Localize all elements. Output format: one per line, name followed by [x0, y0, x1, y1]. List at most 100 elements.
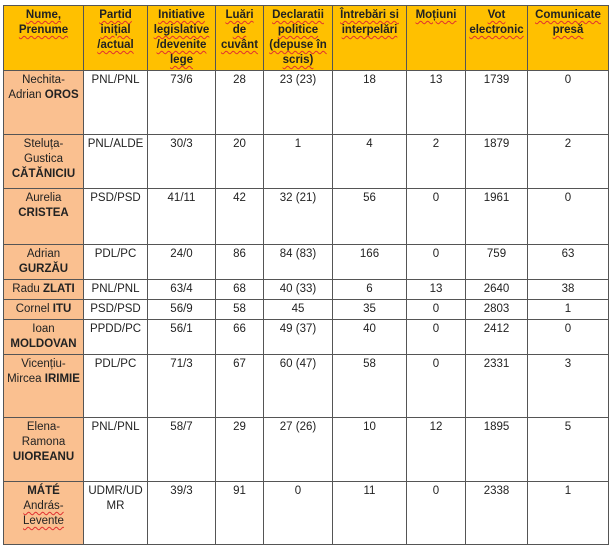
cell-votes: 2338: [465, 481, 528, 545]
cell-press: 0: [527, 319, 609, 355]
column-header-party: Partid inițial /actual: [83, 5, 148, 71]
cell-declarations: 84 (83): [263, 244, 333, 280]
last-name: ZLATI: [42, 283, 75, 295]
member-name: Vicențiu-Mircea IRIMIE: [3, 354, 84, 418]
cell-motions: 0: [406, 319, 466, 355]
cell-declarations: 40 (33): [263, 279, 333, 300]
cell-party: PNL/ALDE: [83, 134, 148, 189]
cell-motions: 0: [406, 481, 466, 545]
cell-party: PSD/PSD: [83, 188, 148, 245]
cell-questions: 10: [332, 417, 407, 482]
cell-party: PDL/PC: [83, 244, 148, 280]
cell-motions: 0: [406, 244, 466, 280]
cell-initiatives: 71/3: [147, 354, 216, 418]
cell-initiatives: 41/11: [147, 188, 216, 245]
column-header-declarations: Declaratii politice (depuse în scris): [263, 5, 333, 71]
member-name: Nechita-Adrian OROS: [3, 70, 84, 135]
cell-press: 1: [527, 481, 609, 545]
cell-press: 0: [527, 70, 609, 135]
cell-declarations: 45: [263, 299, 333, 320]
cell-speeches: 67: [215, 354, 264, 418]
first-name: Nechita-Adrian: [8, 74, 65, 101]
member-name: Ioan MOLDOVAN: [3, 319, 84, 355]
cell-party: PNL/PNL: [83, 279, 148, 300]
first-name: Cornel: [15, 303, 50, 315]
first-name: Radu: [12, 283, 40, 295]
cell-speeches: 28: [215, 70, 264, 135]
cell-press: 0: [527, 188, 609, 245]
cell-declarations: 60 (47): [263, 354, 333, 418]
first-name: András-Levente: [23, 500, 64, 527]
cell-questions: 18: [332, 70, 407, 135]
cell-votes: 759: [465, 244, 528, 280]
member-name: Steluța-Gustica CĂTĂNICIU: [3, 134, 84, 189]
cell-initiatives: 58/7: [147, 417, 216, 482]
cell-press: 63: [527, 244, 609, 280]
cell-party: PNL/PNL: [83, 70, 148, 135]
last-name: IRIMIE: [44, 373, 80, 385]
cell-motions: 13: [406, 279, 466, 300]
cell-votes: 2412: [465, 319, 528, 355]
cell-questions: 11: [332, 481, 407, 545]
cell-declarations: 1: [263, 134, 333, 189]
cell-motions: 12: [406, 417, 466, 482]
first-name: Aurelia: [25, 192, 62, 204]
member-name: Aurelia CRISTEA: [3, 188, 84, 245]
last-name: UIOREANU: [12, 451, 75, 463]
cell-votes: 2331: [465, 354, 528, 418]
member-name: Adrian GURZĂU: [3, 244, 84, 280]
first-name: Elena-Ramona: [21, 421, 66, 448]
table-row: Nechita-Adrian OROS PNL/PNL 73/6 28 23 (23) 1…: [3, 70, 609, 135]
cell-speeches: 20: [215, 134, 264, 189]
cell-motions: 0: [406, 299, 466, 320]
last-name: ITU: [52, 303, 72, 315]
cell-press: 2: [527, 134, 609, 189]
cell-questions: 40: [332, 319, 407, 355]
table-row: Radu ZLATI PNL/PNL 63/4 68 40 (33) 6 13 2640 38: [3, 279, 609, 300]
table-row: MÁTÉ András-Levente UDMR/UDMR 39/3 91 0 11 0 233…: [3, 481, 609, 545]
cell-questions: 58: [332, 354, 407, 418]
table-row: Adrian GURZĂU PDL/PC 24/0 86 84 (83) 166 0 759 6…: [3, 244, 609, 280]
cell-party: PDL/PC: [83, 354, 148, 418]
last-name: MÁTÉ: [27, 485, 60, 497]
cell-questions: 6: [332, 279, 407, 300]
cell-votes: 2803: [465, 299, 528, 320]
last-name: CRISTEA: [18, 207, 69, 219]
cell-questions: 56: [332, 188, 407, 245]
table-row: Vicențiu-Mircea IRIMIE PDL/PC 71/3 67 60 (47…: [3, 354, 609, 418]
cell-press: 3: [527, 354, 609, 418]
column-header-speeches: Luări de cuvânt: [215, 5, 264, 71]
cell-speeches: 86: [215, 244, 264, 280]
cell-speeches: 29: [215, 417, 264, 482]
cell-votes: 1895: [465, 417, 528, 482]
cell-questions: 166: [332, 244, 407, 280]
cell-initiatives: 30/3: [147, 134, 216, 189]
cell-declarations: 0: [263, 481, 333, 545]
column-header-initiatives: Initiative legislative /devenite lege: [147, 5, 216, 71]
first-name: Steluța-Gustica: [23, 138, 64, 165]
cell-initiatives: 56/1: [147, 319, 216, 355]
cell-speeches: 58: [215, 299, 264, 320]
cell-motions: 0: [406, 188, 466, 245]
cell-initiatives: 63/4: [147, 279, 216, 300]
header-row: Nume, Prenume Partid inițial /actual Initi…: [3, 5, 609, 71]
table-row: Steluța-Gustica CĂTĂNICIU PNL/ALDE 30/3 20 1…: [3, 134, 609, 189]
cell-questions: 4: [332, 134, 407, 189]
cell-questions: 35: [332, 299, 407, 320]
cell-motions: 2: [406, 134, 466, 189]
cell-initiatives: 73/6: [147, 70, 216, 135]
cell-declarations: 23 (23): [263, 70, 333, 135]
column-header-motions: Moțiuni: [406, 5, 466, 71]
table-row: Aurelia CRISTEA PSD/PSD 41/11 42 32 (21) 56 0 1…: [3, 188, 609, 245]
cell-initiatives: 56/9: [147, 299, 216, 320]
activity-table: Nume, Prenume Partid inițial /actual Initi…: [3, 5, 609, 545]
column-header-press: Comunicate presă: [527, 5, 609, 71]
cell-speeches: 91: [215, 481, 264, 545]
cell-motions: 0: [406, 354, 466, 418]
member-name: Cornel ITU: [3, 299, 84, 320]
first-name: Adrian: [26, 248, 61, 260]
column-header-questions: Întrebări si interpelări: [332, 5, 407, 71]
cell-initiatives: 24/0: [147, 244, 216, 280]
cell-votes: 1961: [465, 188, 528, 245]
cell-votes: 1739: [465, 70, 528, 135]
